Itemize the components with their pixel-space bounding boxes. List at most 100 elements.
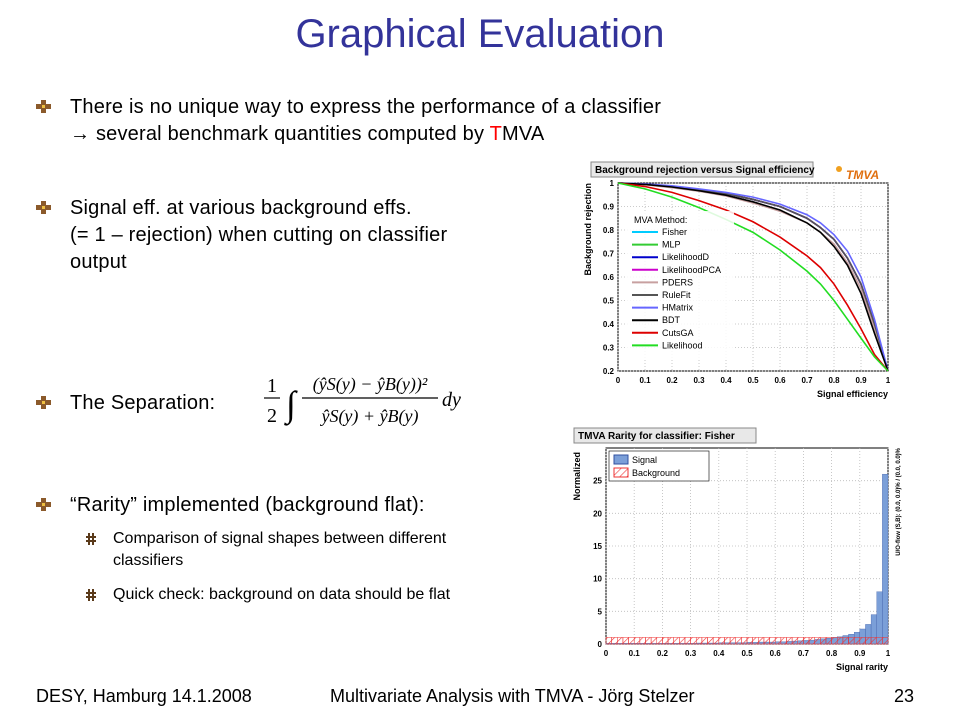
- formula-frac-den: 2: [267, 405, 277, 427]
- background-bar: [786, 637, 793, 645]
- background-bar: [684, 637, 691, 645]
- legend-label: LikelihoodD: [662, 252, 710, 262]
- y-tick-label: 0.2: [603, 367, 615, 376]
- background-bar: [752, 637, 759, 645]
- chart-title-box: [573, 427, 757, 444]
- background-bar: [774, 637, 782, 645]
- background-bar: [701, 637, 708, 645]
- footer-center: Multivariate Analysis with TMVA - Jörg S…: [330, 686, 695, 706]
- footer-page-number: 23: [894, 686, 915, 706]
- bullet-1-arrow-text: → several benchmark quantities computed …: [70, 123, 490, 145]
- x-tick-label: 0: [604, 649, 609, 658]
- legend-label: PDERS: [662, 277, 693, 287]
- legend-title: MVA Method:: [634, 215, 687, 225]
- formula-denominator: ŷS(y) + ŷB(y): [319, 406, 418, 427]
- x-tick-label: 0.3: [693, 376, 705, 385]
- separation-formula: 1 2 ∫ (ŷS(y) − ŷB(y))² ŷS(y) + ŷB(y) dy: [264, 374, 461, 427]
- separation-label: The Separation:: [70, 392, 216, 414]
- legend-label: LikelihoodPCA: [662, 265, 721, 275]
- background-bar: [831, 637, 838, 645]
- background-bar: [628, 637, 635, 645]
- y-axis-label: Normalized: [572, 452, 582, 501]
- background-bar: [679, 637, 686, 645]
- background-bar: [876, 637, 883, 645]
- roc-curve-cutsga: [617, 182, 889, 372]
- x-tick-label: 0.5: [747, 376, 759, 385]
- legend-label: HMatrix: [662, 303, 693, 313]
- sub-bullet-2-line-1: Quick check: background on data should b…: [113, 586, 451, 603]
- y-tick-label: 1: [610, 179, 615, 188]
- y-tick-label: 0.5: [603, 297, 615, 306]
- x-tick-label: 0.8: [828, 376, 840, 385]
- y-tick-label: 0.6: [603, 273, 615, 282]
- background-bar: [882, 637, 889, 645]
- signal-bar: [882, 473, 889, 645]
- background-bar: [791, 637, 799, 645]
- roc-curve-hmatrix: [617, 182, 889, 372]
- x-tick-label: 0.6: [774, 376, 786, 385]
- y-tick-label: 0.8: [603, 226, 615, 235]
- background-bar: [769, 637, 776, 645]
- background-bar: [729, 637, 736, 645]
- bullet-1-line-1: There is no unique way to express the pe…: [70, 96, 662, 118]
- x-tick-label: 1: [886, 649, 891, 658]
- formula-numerator: (ŷS(y) − ŷB(y))²: [313, 374, 428, 395]
- background-bar: [763, 637, 770, 645]
- x-tick-label: 1: [886, 376, 891, 385]
- background-bar: [667, 637, 674, 645]
- x-tick-label: 0.9: [855, 376, 867, 385]
- overflow-label: U/O-flow (S,B): (0.0, 0.0)% / (0.0, 0.0)…: [896, 447, 902, 555]
- background-bar: [611, 637, 618, 645]
- sub-bullet-1-line-2: classifiers: [113, 552, 184, 569]
- tmva-logo-icon: [836, 166, 842, 172]
- footer-left: DESY, Hamburg 14.1.2008: [36, 686, 252, 706]
- x-tick-label: 0.5: [741, 649, 753, 658]
- background-bar: [707, 637, 714, 645]
- sub-bullet-icon: [86, 533, 96, 545]
- background-bar: [865, 637, 872, 645]
- legend-label: RuleFit: [662, 290, 691, 300]
- legend-label: Fisher: [662, 227, 687, 237]
- x-tick-label: 0.1: [629, 649, 641, 658]
- background-bar: [656, 637, 663, 645]
- y-tick-label: 0.3: [603, 344, 615, 353]
- sub-bullet-icon: [86, 589, 96, 601]
- tmva-logo: TMVA: [846, 168, 879, 182]
- background-bar: [780, 637, 787, 645]
- bullet-icon: [36, 498, 51, 511]
- background-bar: [718, 637, 725, 645]
- sub-bullet-1-line-1: Comparison of signal shapes between diff…: [113, 530, 447, 547]
- tmva-highlight: T: [489, 123, 502, 145]
- bullet-icon: [36, 100, 51, 113]
- legend-label: CutsGA: [662, 328, 694, 338]
- x-axis-label: Signal rarity: [836, 662, 888, 672]
- bullet-1-text: There is no unique way to express the pe…: [70, 94, 790, 148]
- background-bar: [859, 637, 866, 645]
- x-tick-label: 0.6: [770, 649, 782, 658]
- bullet-1-line-2: → several benchmark quantities computed …: [70, 121, 790, 148]
- x-tick-label: 0.3: [685, 649, 697, 658]
- legend-label: Signal: [632, 455, 657, 465]
- background-bar: [650, 637, 658, 645]
- rarity-bullet: “Rarity” implemented (background flat):: [70, 494, 425, 516]
- background-bar: [853, 637, 861, 645]
- background-bar: [870, 637, 877, 645]
- background-bar: [673, 637, 680, 645]
- slide-title: Graphical Evaluation: [295, 12, 665, 56]
- background-bar: [842, 637, 849, 645]
- background-bar: [836, 637, 844, 645]
- y-axis-label: Background rejection: [583, 183, 593, 276]
- integral-symbol: ∫: [284, 384, 298, 426]
- background-bar: [735, 637, 742, 645]
- y-tick-label: 15: [593, 542, 602, 551]
- tmva-suffix: MVA: [501, 123, 545, 145]
- background-bar: [741, 637, 748, 645]
- bullet-2-text: Signal eff. at various background effs. …: [70, 195, 550, 276]
- legend-swatch-signal: [613, 454, 629, 465]
- legend-label: Likelihood: [662, 340, 703, 350]
- x-tick-label: 0.9: [854, 649, 866, 658]
- y-tick-label: 10: [593, 575, 602, 584]
- bullet-icon: [36, 201, 51, 214]
- background-bar: [825, 637, 832, 645]
- x-tick-label: 0: [616, 376, 621, 385]
